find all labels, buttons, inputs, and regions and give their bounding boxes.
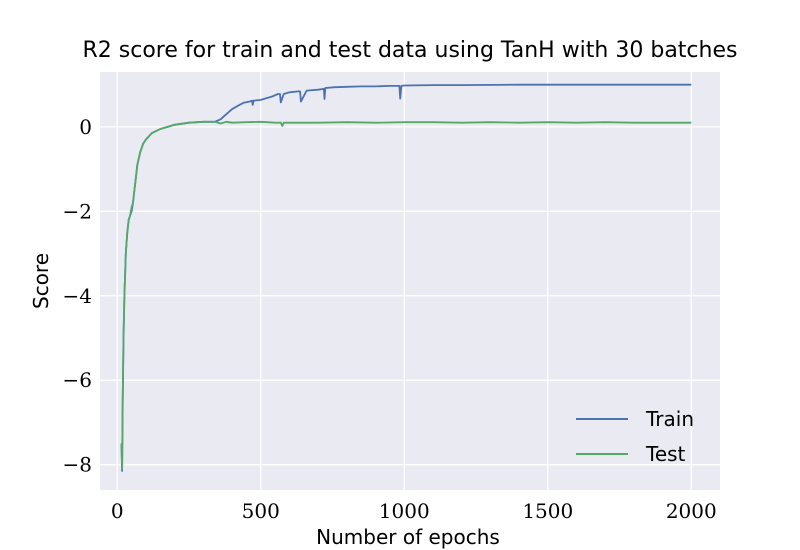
legend-label-test: Test <box>645 442 686 466</box>
x-tick-label: 2000 <box>666 499 717 523</box>
x-tick-labels: 0 500 1000 1500 2000 <box>111 499 717 523</box>
x-axis-label: Number of epochs <box>316 525 500 549</box>
y-tick-label: −6 <box>63 368 92 392</box>
x-tick-label: 500 <box>242 499 280 523</box>
x-tick-label: 1000 <box>379 499 430 523</box>
series-layer <box>120 83 692 472</box>
y-axis-label: Score <box>29 253 53 309</box>
y-tick-label: 0 <box>79 115 92 139</box>
y-tick-label: −4 <box>63 284 92 308</box>
legend-label-train: Train <box>645 407 694 431</box>
x-tick-label: 0 <box>111 499 124 523</box>
chart-title: R2 score for train and test data using T… <box>83 38 738 63</box>
y-tick-label: −8 <box>63 453 92 477</box>
plot-area <box>100 72 720 490</box>
y-tick-labels: 0 −2 −4 −6 −8 <box>63 115 92 477</box>
legend: Train Test <box>576 407 694 466</box>
series-line-test <box>120 120 692 470</box>
x-tick-label: 1500 <box>522 499 573 523</box>
y-tick-label: −2 <box>63 199 92 223</box>
grid <box>100 72 720 490</box>
